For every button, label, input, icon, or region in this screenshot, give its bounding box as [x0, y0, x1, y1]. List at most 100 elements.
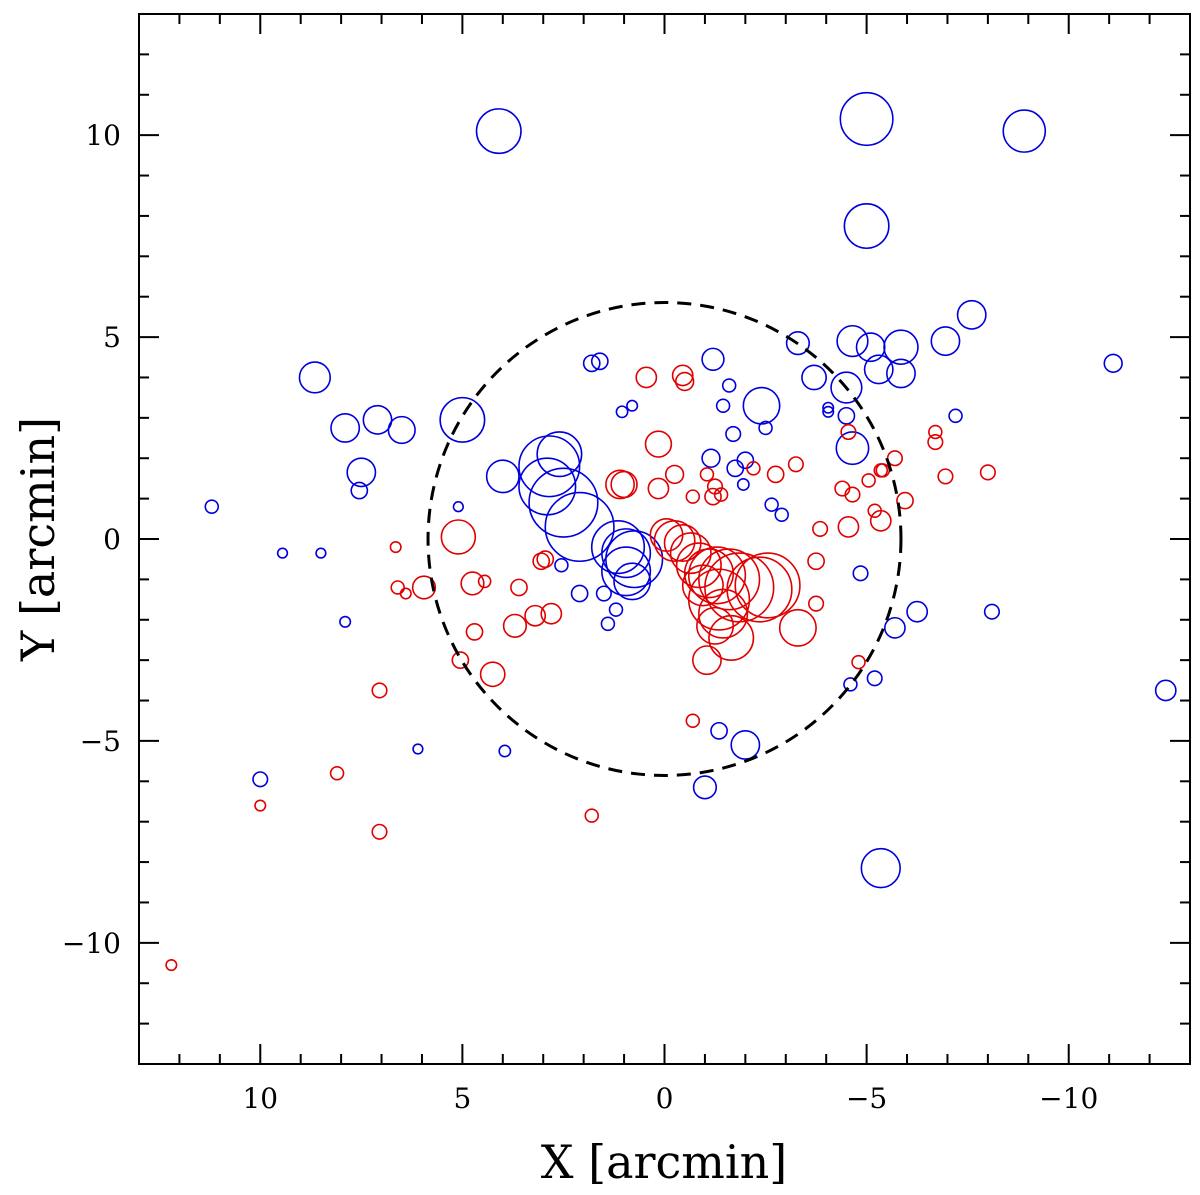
data-point: [595, 585, 612, 602]
data-point: [839, 91, 894, 147]
data-point: [675, 542, 722, 589]
data-point: [540, 602, 563, 625]
data-point: [801, 364, 827, 391]
data-point: [852, 565, 869, 582]
minor-ticks: [138, 13, 1191, 1065]
data-point: [390, 580, 405, 595]
data-point: [699, 467, 715, 482]
x-tick-label: −5: [846, 1082, 887, 1115]
data-point: [346, 457, 377, 488]
data-point: [746, 461, 761, 476]
data-point: [653, 520, 696, 563]
dashed-boundary-circle: [426, 301, 903, 777]
data-point: [615, 405, 629, 419]
data-point: [822, 405, 835, 418]
data-point: [475, 108, 522, 155]
data-point: [692, 775, 718, 800]
data-point: [644, 430, 673, 458]
data-point: [1002, 109, 1047, 153]
data-point: [315, 547, 327, 559]
data-point: [937, 468, 954, 485]
data-point: [411, 575, 437, 600]
data-point: [956, 299, 987, 330]
data-point: [726, 556, 793, 623]
data-point: [635, 366, 658, 389]
data-point: [362, 404, 393, 435]
data-point: [532, 552, 551, 571]
x-axis-title: X [arcmin]: [541, 1135, 787, 1189]
data-point: [863, 354, 894, 385]
data-point: [608, 602, 624, 617]
data-point: [664, 464, 685, 485]
data-point: [605, 469, 635, 500]
data-point: [1154, 679, 1177, 702]
data-point: [691, 645, 722, 676]
data-point: [822, 401, 835, 414]
data-point: [465, 623, 484, 641]
data-point: [774, 507, 789, 523]
data-point: [485, 459, 520, 494]
data-point: [708, 614, 755, 661]
data-point: [452, 501, 464, 513]
data-point: [883, 329, 919, 365]
data-point: [252, 771, 269, 788]
data-point: [742, 386, 781, 425]
data-point: [696, 606, 735, 645]
data-point: [536, 550, 555, 569]
data-point: [626, 399, 639, 412]
data-point: [736, 478, 750, 491]
x-tick-labels: 10 5 0 −5 −10: [242, 1082, 1098, 1115]
data-point: [866, 670, 883, 687]
plot-frame: [138, 13, 1191, 1065]
data-point: [477, 574, 492, 589]
data-point: [339, 615, 352, 628]
data-point: [734, 552, 801, 619]
x-tick-label: −10: [1039, 1082, 1098, 1115]
data-point: [451, 651, 470, 670]
y-tick-label: −10: [62, 927, 121, 960]
data-point: [830, 371, 863, 404]
data-point: [896, 491, 914, 510]
data-point: [399, 587, 412, 600]
data-point: [721, 378, 737, 393]
y-tick-label: −5: [80, 725, 121, 758]
data-point: [254, 799, 267, 812]
data-point: [330, 412, 361, 443]
data-point: [675, 371, 695, 392]
data-point: [710, 721, 728, 740]
data-point: [601, 528, 652, 579]
data-point: [460, 571, 485, 596]
data-point: [886, 358, 916, 389]
x-tick-label: 0: [656, 1082, 674, 1115]
data-point: [701, 347, 725, 372]
series-red: [165, 364, 996, 972]
data-point: [730, 730, 761, 760]
data-point: [165, 959, 178, 972]
data-point: [510, 578, 528, 597]
x-tick-label: 5: [453, 1082, 471, 1115]
data-point: [930, 326, 961, 357]
data-point: [601, 546, 652, 597]
x-tick-label: 10: [242, 1082, 278, 1115]
data-point: [528, 467, 599, 538]
data-point: [837, 406, 856, 425]
data-point: [928, 424, 943, 440]
data-point: [927, 434, 944, 451]
data-point: [570, 584, 589, 603]
data-point: [536, 431, 583, 478]
data-point: [787, 456, 804, 473]
data-point: [554, 557, 569, 573]
data-points: [165, 91, 1177, 972]
data-point: [329, 765, 345, 781]
data-point: [687, 546, 747, 605]
data-point: [412, 743, 424, 755]
data-point: [861, 473, 876, 488]
data-point: [524, 604, 547, 627]
data-point: [725, 425, 742, 443]
data-point: [835, 431, 870, 466]
data-point: [948, 408, 963, 424]
data-point: [884, 616, 906, 639]
data-point: [704, 487, 722, 506]
data-point: [584, 808, 600, 823]
data-point: [610, 470, 638, 499]
